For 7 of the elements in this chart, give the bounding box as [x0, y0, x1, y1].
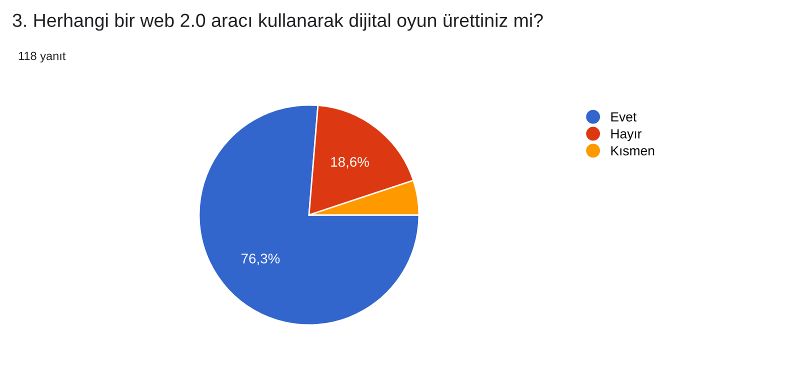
data-label: 18,6%: [331, 157, 369, 168]
legend-label: Kısmen: [611, 146, 654, 156]
chart-title: 3. Herhangi bir web 2.0 aracı kullanarak dijital oyun ürettiniz mi?: [12, 13, 543, 31]
legend-label: Hayır: [611, 129, 642, 142]
legend-label: Evet: [611, 112, 637, 122]
data-label: 76,3%: [241, 254, 280, 266]
text: 118 yanıt: [18, 52, 66, 63]
